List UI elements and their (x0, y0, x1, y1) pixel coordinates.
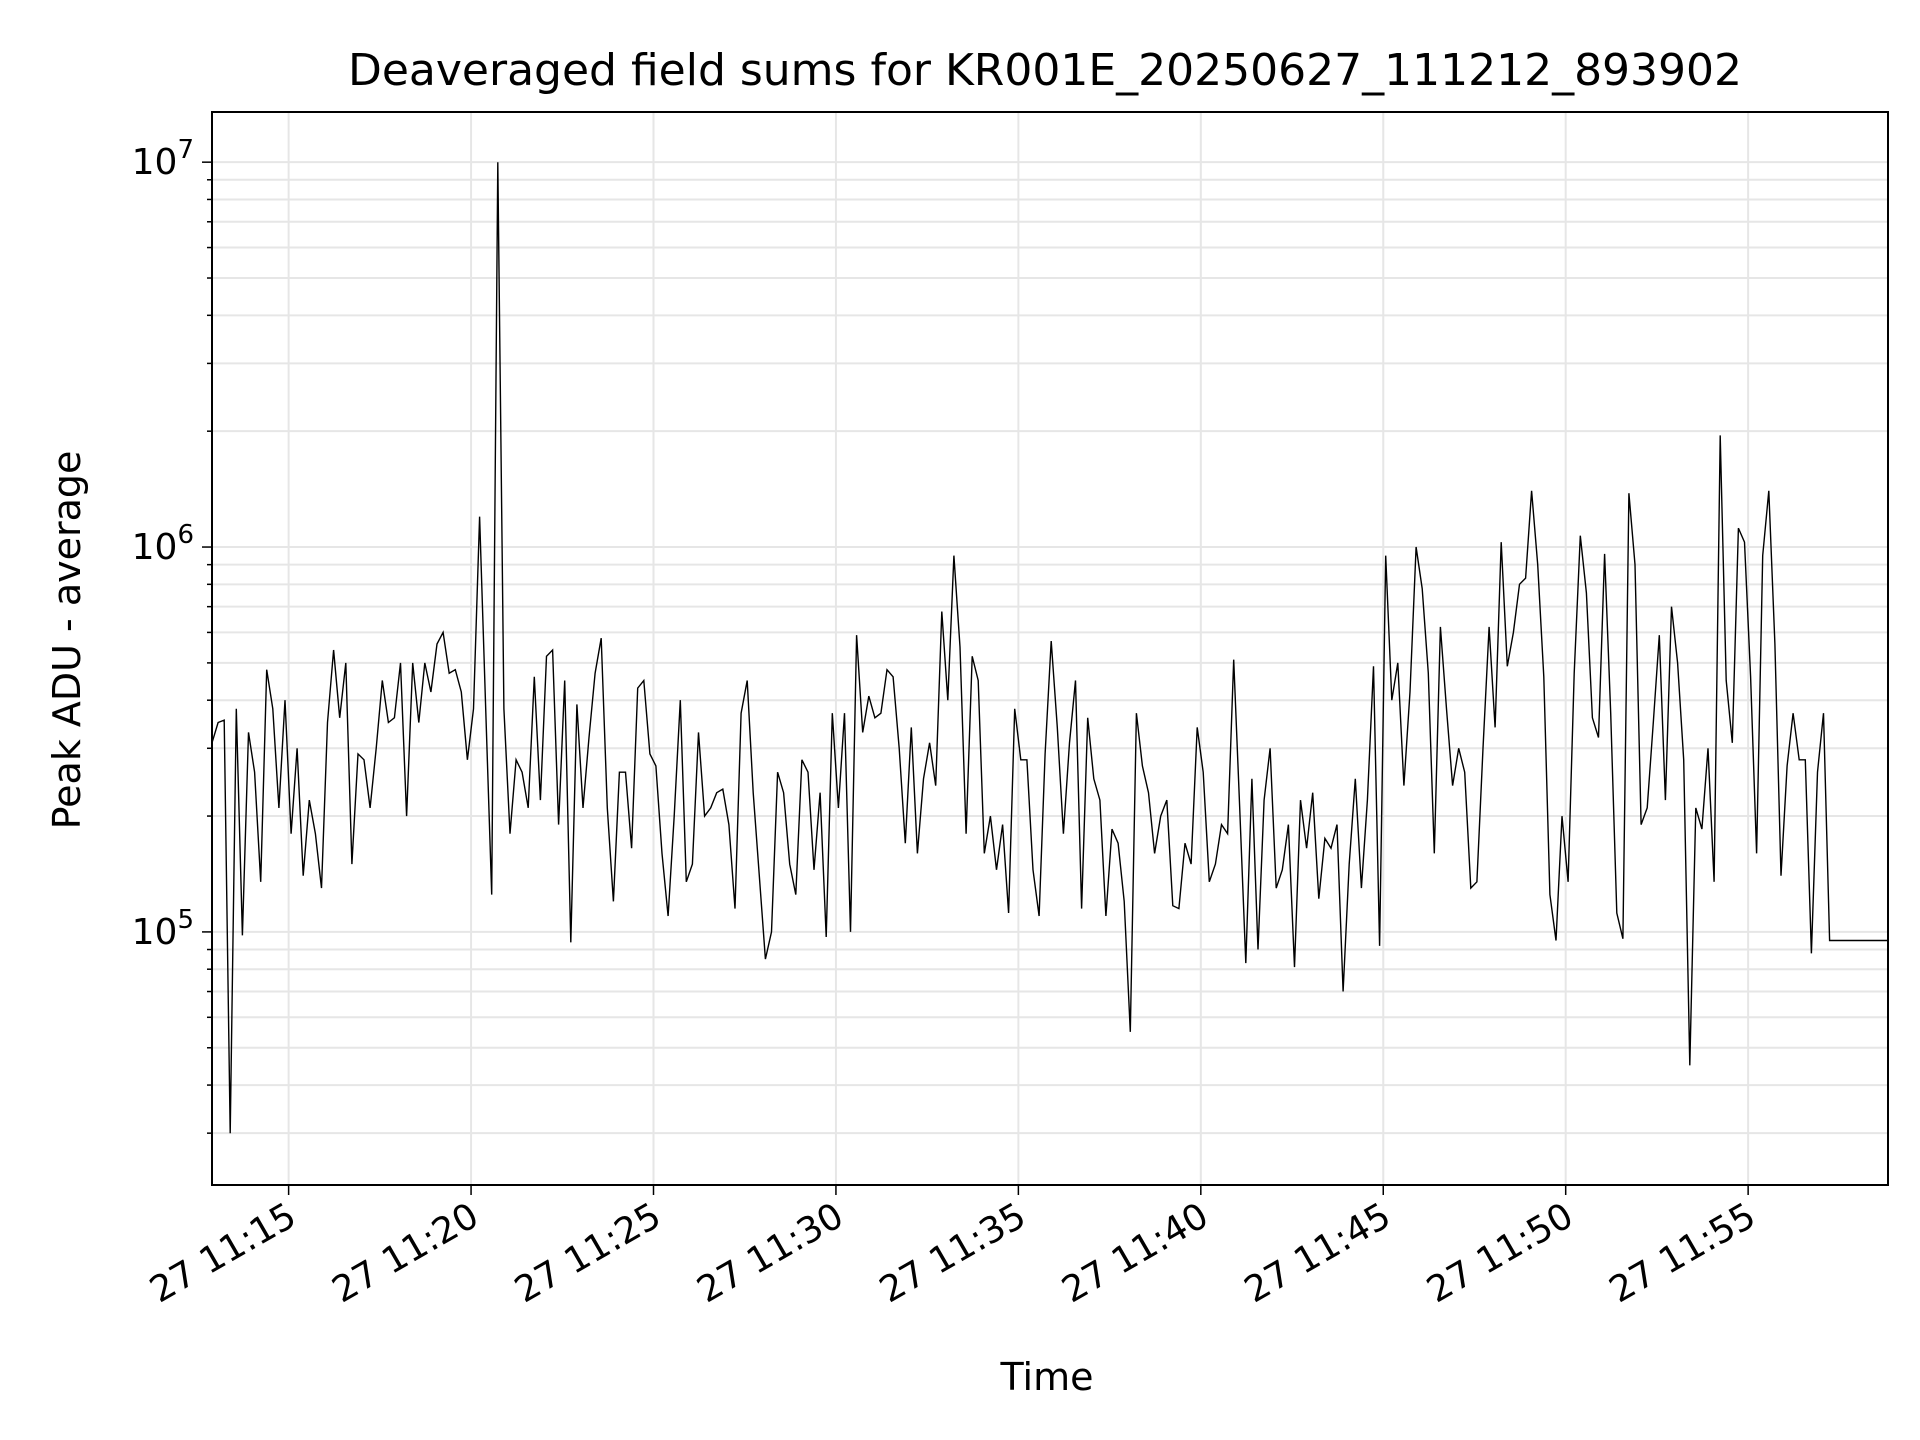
x-axis-label: Time (1000, 1355, 1094, 1399)
y-tick-label: 105 (132, 905, 194, 953)
series-line (211, 162, 1888, 1134)
y-tick-label: 107 (132, 135, 194, 183)
y-tick-label: 106 (132, 520, 194, 568)
plot-frame (211, 111, 1889, 1186)
chart-title: Deaveraged field sums for KR001E_2025062… (348, 45, 1742, 96)
grid-lines (212, 112, 1888, 1185)
y-axis-label: Peak ADU - average (45, 451, 89, 830)
series-layer (211, 162, 1888, 1134)
